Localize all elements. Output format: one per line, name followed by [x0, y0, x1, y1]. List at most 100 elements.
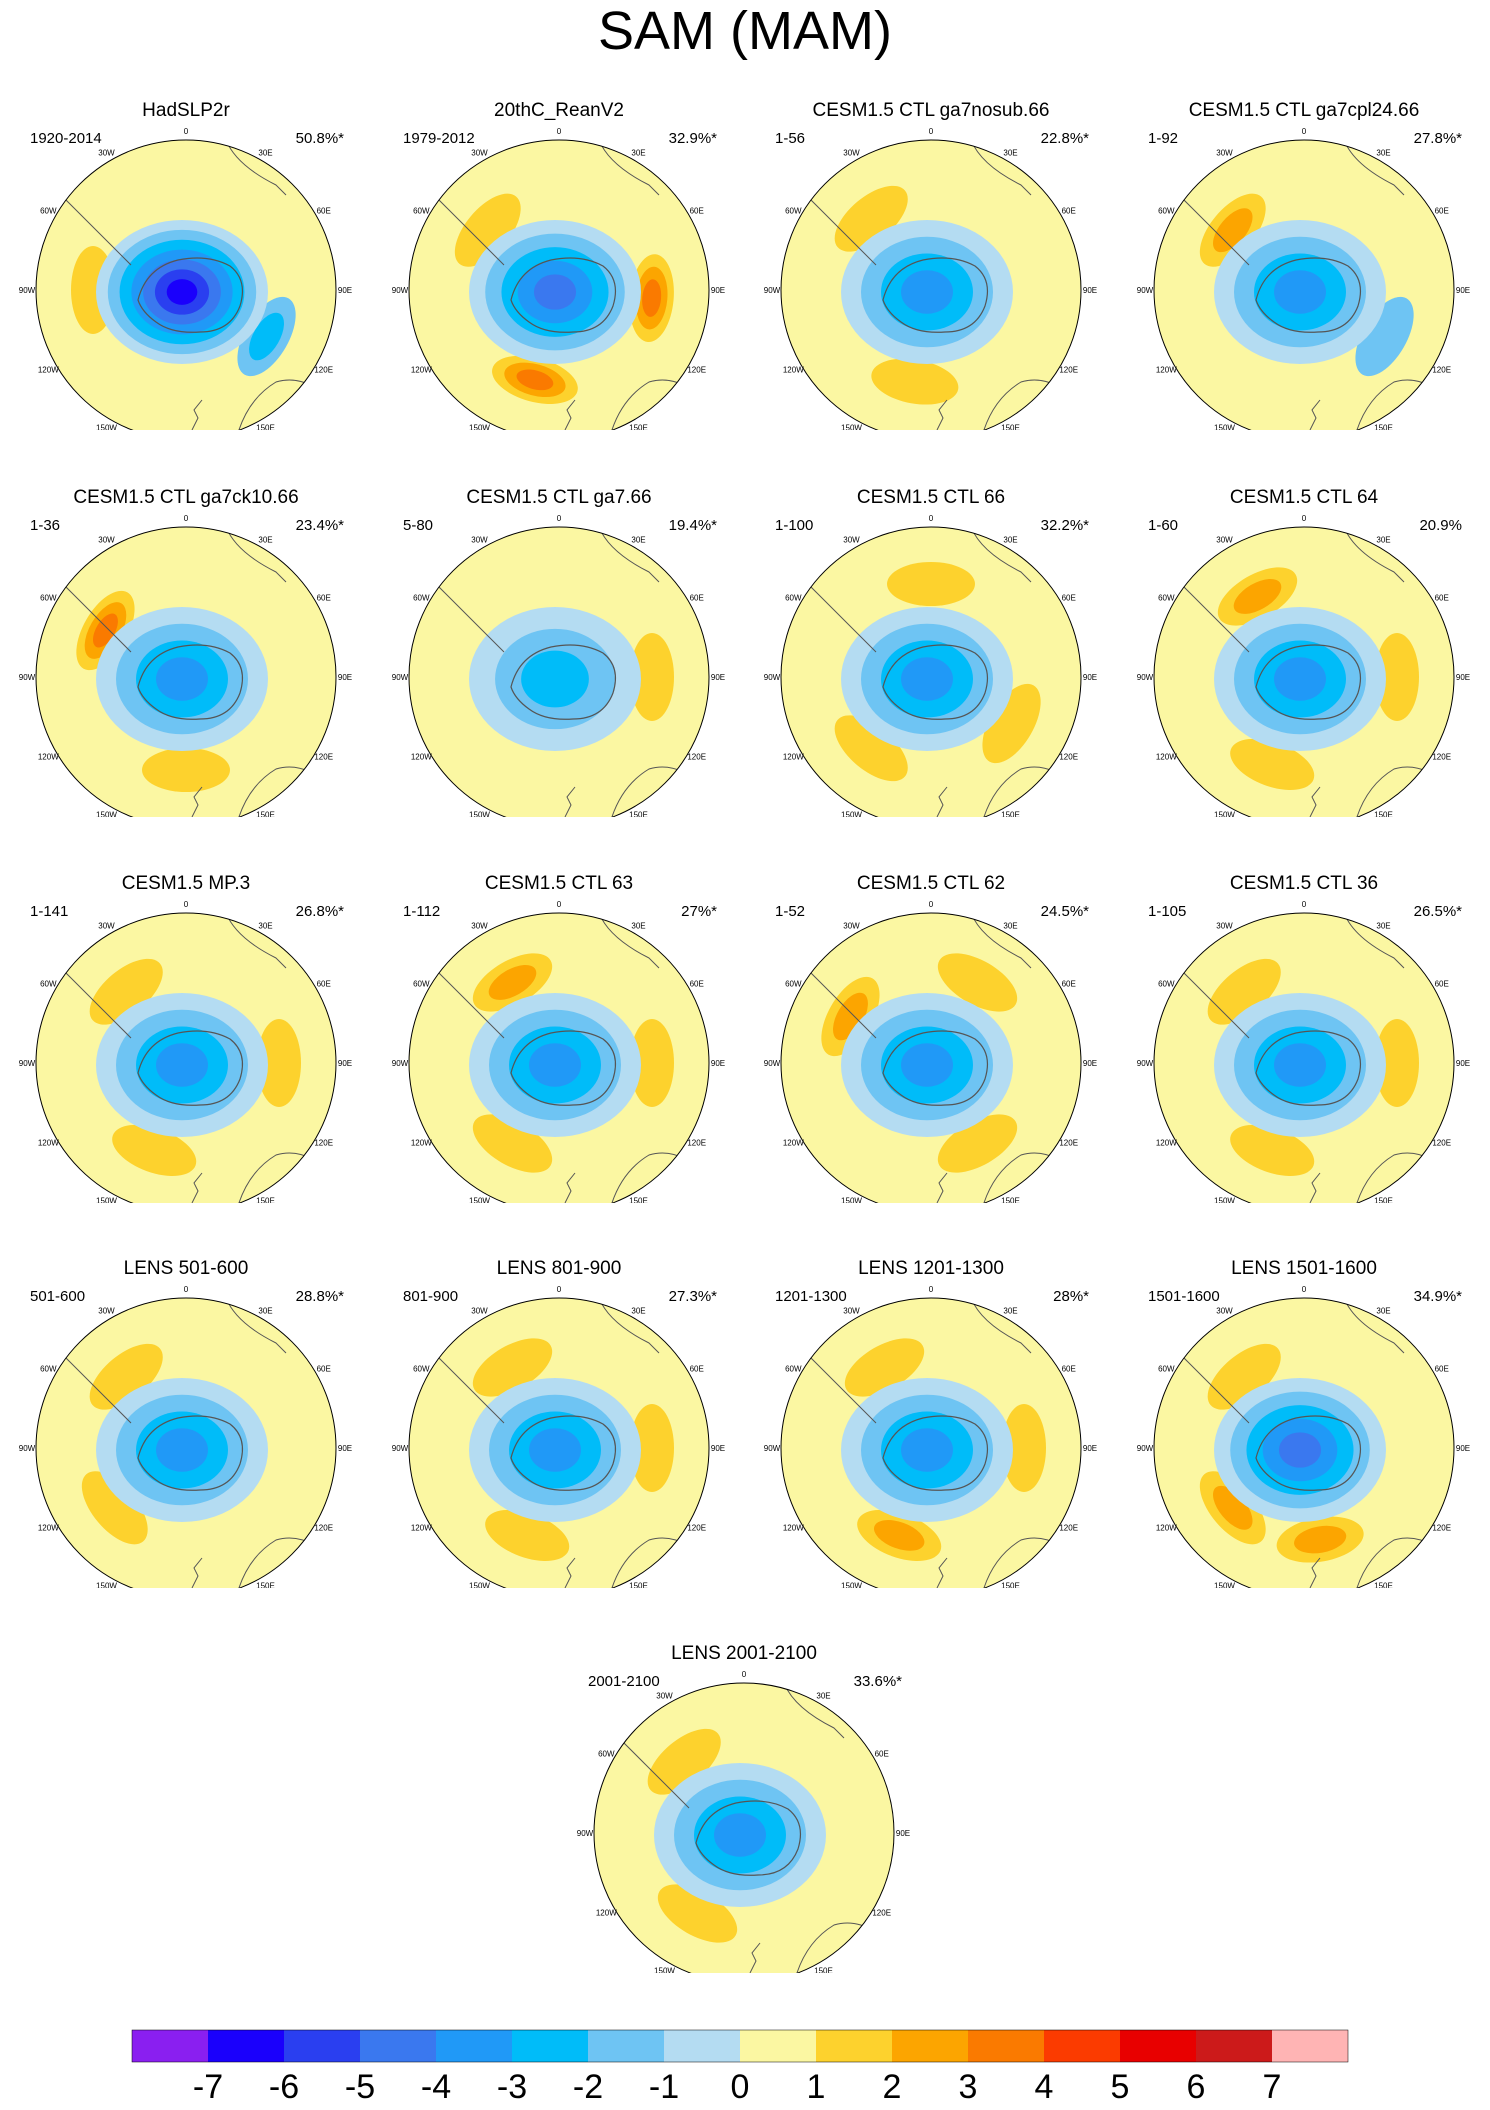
longitude-label: 30E: [631, 921, 645, 930]
longitude-label: 0: [1302, 1285, 1307, 1294]
anomaly-lobe: [630, 1019, 674, 1107]
longitude-label: 90W: [19, 286, 36, 295]
longitude-label: 120E: [1432, 1524, 1451, 1533]
polar-map: 030E60E90E120E150E180150W120W90W60W30W: [764, 514, 1097, 817]
longitude-label: 120E: [1432, 753, 1451, 762]
panel-variance-explained: 28.8%*: [295, 1288, 344, 1305]
longitude-label: 0: [184, 127, 189, 136]
antarctica-coastline: [1255, 1030, 1361, 1106]
longitude-label: 30W: [471, 1306, 488, 1315]
longitude-label: 150E: [814, 1967, 833, 1973]
longitude-label: 120E: [687, 753, 706, 762]
australia-coastline: [235, 379, 317, 430]
longitude-label: 30W: [1216, 1306, 1233, 1315]
new-zealand-coastline: [1309, 399, 1321, 430]
map-boundary: [780, 139, 1082, 430]
longitude-label: 60W: [40, 594, 57, 603]
longitude-label: 120W: [1156, 366, 1177, 375]
panel-year-range: 1201-1300: [775, 1288, 847, 1305]
panel-variance-explained: 19.4%*: [668, 517, 717, 534]
longitude-label: 30W: [1216, 535, 1233, 544]
map-panel: 030E60E90E120E150E180150W120W90W60W30WCE…: [745, 100, 1117, 430]
longitude-label: 150E: [256, 424, 275, 430]
panel-title: CESM1.5 CTL 66: [856, 487, 1006, 508]
longitude-label: 150E: [1374, 1582, 1393, 1588]
anomaly-lobe: [1230, 1124, 1315, 1176]
longitude-label: 0: [929, 127, 934, 136]
anomaly-lobe: [1207, 958, 1281, 1025]
map-boundary: [35, 1297, 337, 1588]
longitude-label: 120W: [1156, 1139, 1177, 1148]
colorbar-label: -7: [193, 2068, 223, 2106]
new-zealand-coastline: [1309, 1172, 1321, 1203]
longitude-label: 60W: [1158, 1365, 1175, 1374]
longitude-label: 150E: [629, 424, 648, 430]
longitude-label: 120E: [1059, 753, 1078, 762]
longitude-label: 60E: [317, 207, 331, 216]
central-low-contour: [901, 1043, 953, 1087]
longitude-label: 30W: [471, 148, 488, 157]
colorbar-swatch: [1272, 2030, 1348, 2062]
longitude-label: 120W: [411, 366, 432, 375]
panel-title: CESM1.5 CTL 36: [1229, 873, 1379, 894]
longitude-label: 120W: [38, 1139, 59, 1148]
map-panel: 030E60E90E120E150E180150W120W90W60W30WCE…: [1118, 487, 1490, 817]
longitude-label: 30W: [1216, 148, 1233, 157]
longitude-label: 120E: [314, 1524, 333, 1533]
panel-year-range: 801-900: [403, 1288, 459, 1305]
antarctica-coastline: [137, 1415, 243, 1491]
longitude-label: 60E: [317, 1365, 331, 1374]
anomaly-lobe: [844, 1338, 925, 1397]
new-zealand-coastline: [749, 1942, 761, 1973]
longitude-label: 60W: [40, 207, 57, 216]
polar-map: 030E60E90E120E150E180150W120W90W60W30W: [1137, 1285, 1470, 1588]
anomaly-lobe: [1207, 1343, 1281, 1410]
map-boundary: [1153, 912, 1455, 1203]
longitude-label: 30W: [843, 148, 860, 157]
map-boundary: [408, 139, 710, 430]
longitude-label: 90E: [1083, 673, 1097, 682]
antarctica-coastline: [882, 257, 988, 333]
colorbar-label: -2: [573, 2068, 603, 2106]
longitude-label: 120E: [314, 1139, 333, 1148]
longitude-label: 60E: [690, 980, 704, 989]
longitude-label: 150W: [1214, 1197, 1235, 1203]
polar-map: 030E60E90E120E150E180150W120W90W60W30W: [19, 1285, 352, 1588]
new-zealand-coastline: [564, 1557, 576, 1588]
longitude-label: 60E: [317, 980, 331, 989]
longitude-label: 30W: [471, 535, 488, 544]
colorbar-label: 2: [883, 2068, 902, 2106]
colorbar-swatch: [284, 2030, 360, 2062]
longitude-label: 60W: [785, 980, 802, 989]
longitude-label: 0: [1302, 514, 1307, 523]
colorbar-label: 7: [1263, 2068, 1282, 2106]
longitude-label: 60W: [785, 594, 802, 603]
panel-variance-explained: 34.9%*: [1413, 1288, 1462, 1305]
longitude-label: 30W: [843, 535, 860, 544]
panel-year-range: 1-60: [1148, 517, 1179, 534]
longitude-label: 150W: [1214, 811, 1235, 817]
longitude-label: 30E: [816, 1691, 830, 1700]
australia-coastline: [980, 766, 1062, 817]
map-panel: 030E60E90E120E150E180150W120W90W60W30WCE…: [373, 487, 745, 817]
colorbar-swatch: [968, 2030, 1044, 2062]
panel-title: CESM1.5 CTL ga7nosub.66: [812, 100, 1050, 121]
antarctica-coastline: [137, 644, 243, 720]
polar-map: 030E60E90E120E150E180150W120W90W60W30W: [392, 1285, 725, 1588]
anomaly-lobe: [1213, 208, 1253, 253]
australia-coastline: [235, 1537, 317, 1588]
longitude-label: 150E: [1001, 1197, 1020, 1203]
longitude-label: 0: [1302, 127, 1307, 136]
longitude-label: 90E: [338, 1059, 352, 1068]
anomaly-lobe: [647, 1728, 721, 1795]
colorbar-swatch: [664, 2030, 740, 2062]
longitude-label: 60E: [690, 594, 704, 603]
longitude-label: 30E: [631, 148, 645, 157]
longitude-label: 90E: [1083, 1444, 1097, 1453]
colorbar-swatch: [512, 2030, 588, 2062]
colorbar-swatch: [1120, 2030, 1196, 2062]
longitude-label: 120E: [1059, 1139, 1078, 1148]
panel-variance-explained: 32.2%*: [1040, 517, 1089, 534]
longitude-label: 30W: [843, 921, 860, 930]
antarctica-coastline: [882, 1415, 988, 1491]
